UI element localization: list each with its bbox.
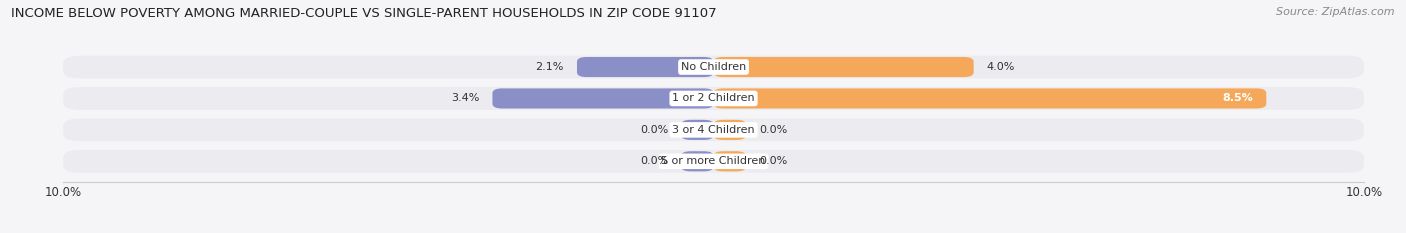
Text: 4.0%: 4.0% [987,62,1015,72]
FancyBboxPatch shape [63,87,1364,110]
Text: 0.0%: 0.0% [640,125,668,135]
FancyBboxPatch shape [681,151,713,171]
Text: No Children: No Children [681,62,747,72]
FancyBboxPatch shape [713,151,747,171]
FancyBboxPatch shape [63,56,1364,78]
Text: 0.0%: 0.0% [759,125,787,135]
Text: 0.0%: 0.0% [759,156,787,166]
Text: 2.1%: 2.1% [536,62,564,72]
FancyBboxPatch shape [63,119,1364,141]
FancyBboxPatch shape [576,57,713,77]
Text: INCOME BELOW POVERTY AMONG MARRIED-COUPLE VS SINGLE-PARENT HOUSEHOLDS IN ZIP COD: INCOME BELOW POVERTY AMONG MARRIED-COUPL… [11,7,717,20]
Text: 3.4%: 3.4% [451,93,479,103]
Text: 0.0%: 0.0% [640,156,668,166]
FancyBboxPatch shape [713,57,973,77]
Text: 1 or 2 Children: 1 or 2 Children [672,93,755,103]
FancyBboxPatch shape [713,120,747,140]
FancyBboxPatch shape [681,120,713,140]
FancyBboxPatch shape [492,88,713,109]
FancyBboxPatch shape [63,150,1364,173]
Text: 3 or 4 Children: 3 or 4 Children [672,125,755,135]
Text: 5 or more Children: 5 or more Children [661,156,766,166]
Text: Source: ZipAtlas.com: Source: ZipAtlas.com [1277,7,1395,17]
FancyBboxPatch shape [713,88,1267,109]
Text: 8.5%: 8.5% [1223,93,1253,103]
